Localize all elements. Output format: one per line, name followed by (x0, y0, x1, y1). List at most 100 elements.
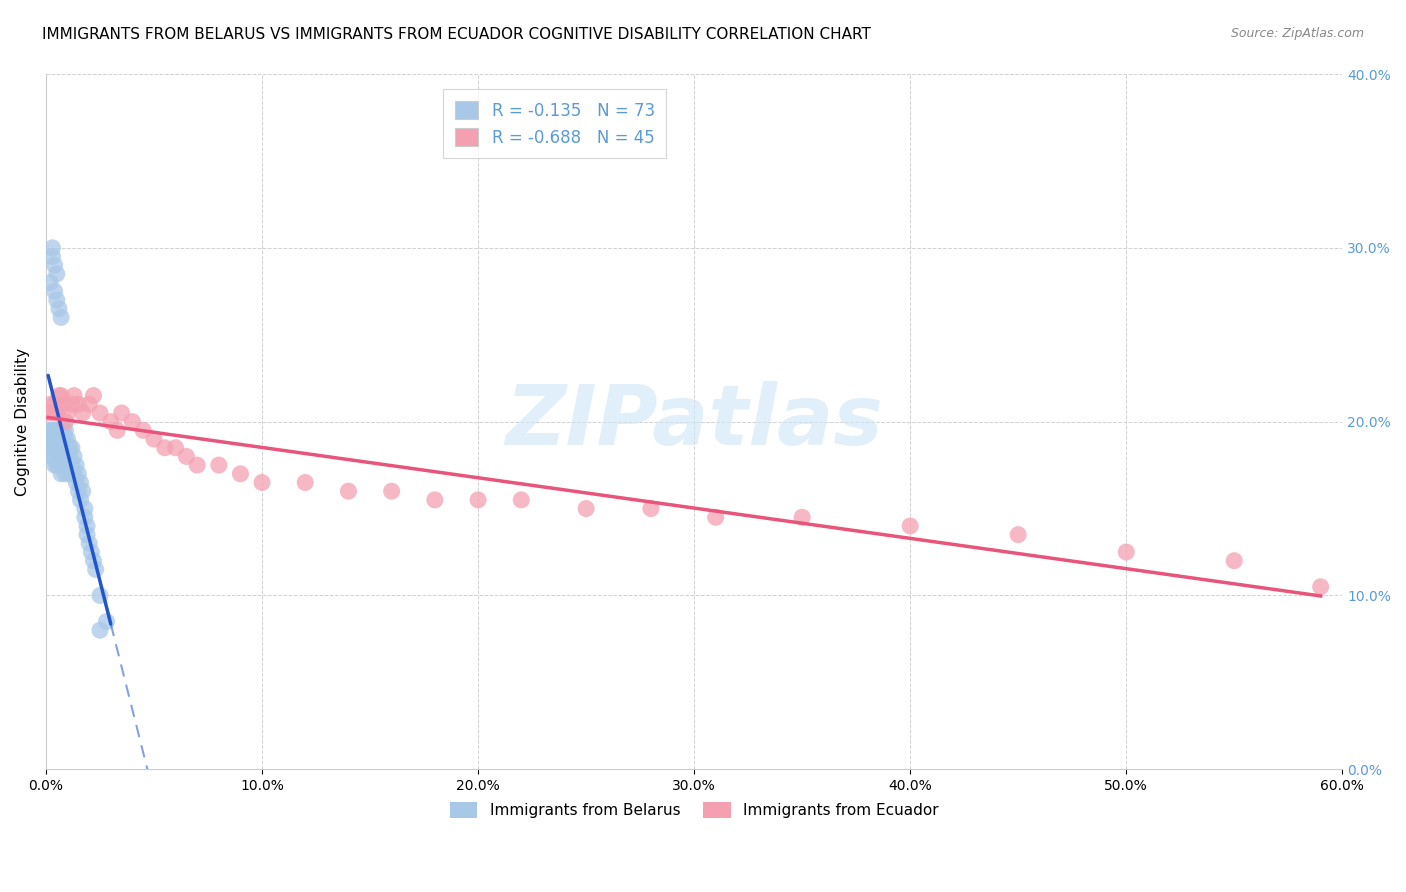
Point (44, 423, 66, 437)
Point (792, 510, 814, 524)
Point (48, 441, 70, 455)
Point (39, 441, 62, 455)
Point (250, 475, 273, 490)
Point (69, 475, 91, 490)
Point (80, 545, 103, 559)
Point (60, 397, 83, 411)
Point (52, 432, 75, 446)
Point (67, 484, 90, 499)
Point (176, 450, 198, 464)
Point (704, 510, 727, 524)
Point (56, 406, 79, 420)
Point (294, 475, 316, 490)
Point (56, 432, 79, 446)
Point (83, 388, 105, 402)
Point (59, 441, 82, 455)
Point (60, 467, 83, 481)
Point (49, 441, 72, 455)
Point (39, 450, 62, 464)
Point (1223, 554, 1246, 568)
Point (55, 450, 77, 464)
Point (100, 415, 122, 429)
Point (55, 432, 77, 446)
Point (143, 432, 166, 446)
Point (55, 423, 77, 437)
Point (132, 423, 155, 437)
Point (41, 423, 63, 437)
Point (39, 397, 62, 411)
Point (59, 450, 82, 464)
Point (45, 267, 67, 281)
Point (229, 467, 252, 481)
Point (44, 397, 66, 411)
Point (69, 492, 91, 507)
Point (44, 258, 66, 272)
Point (48, 432, 70, 446)
Point (121, 415, 143, 429)
Point (55, 415, 77, 429)
Point (49, 310, 72, 325)
Point (48, 423, 70, 437)
Point (44, 458, 66, 472)
Point (49, 467, 72, 481)
Point (105, 423, 128, 437)
Point (59, 467, 82, 481)
Point (44, 441, 66, 455)
Point (60, 458, 83, 472)
Point (45, 406, 67, 420)
Point (44, 432, 66, 446)
Point (337, 484, 360, 499)
Point (48, 301, 70, 316)
Point (37, 441, 59, 455)
Point (39, 432, 62, 446)
Point (63, 388, 86, 402)
Point (423, 492, 446, 507)
Point (467, 492, 489, 507)
Text: Source: ZipAtlas.com: Source: ZipAtlas.com (1230, 27, 1364, 40)
Point (63, 467, 86, 481)
Point (55, 467, 77, 481)
Point (63, 450, 86, 464)
Point (76, 527, 98, 541)
Point (575, 501, 598, 516)
Point (49, 432, 72, 446)
Y-axis label: Cognitive Disability: Cognitive Disability (15, 348, 30, 496)
Point (73, 510, 96, 524)
Point (48, 458, 70, 472)
Point (45, 432, 67, 446)
Point (96, 615, 118, 629)
Point (52, 458, 75, 472)
Point (41, 406, 63, 420)
Point (1007, 527, 1029, 541)
Point (60, 441, 83, 455)
Point (37, 423, 59, 437)
Point (1309, 580, 1331, 594)
Point (381, 484, 404, 499)
Point (72, 484, 94, 499)
Point (640, 501, 662, 516)
Point (73, 501, 96, 516)
Point (77, 536, 100, 550)
Point (52, 441, 75, 455)
Point (76, 519, 98, 533)
Point (49, 450, 72, 464)
Point (83, 554, 105, 568)
Point (65, 475, 87, 490)
Point (1115, 545, 1137, 559)
Point (52, 423, 75, 437)
Point (45, 293, 67, 307)
Point (52, 397, 75, 411)
Point (48, 388, 70, 402)
Point (89, 589, 111, 603)
Point (48, 450, 70, 464)
Point (510, 492, 533, 507)
Point (45, 441, 67, 455)
Point (41, 432, 63, 446)
Point (39, 276, 62, 290)
Point (153, 441, 176, 455)
Point (56, 458, 79, 472)
Point (898, 519, 921, 533)
Point (44, 285, 66, 299)
Point (45, 458, 67, 472)
Point (67, 467, 90, 481)
